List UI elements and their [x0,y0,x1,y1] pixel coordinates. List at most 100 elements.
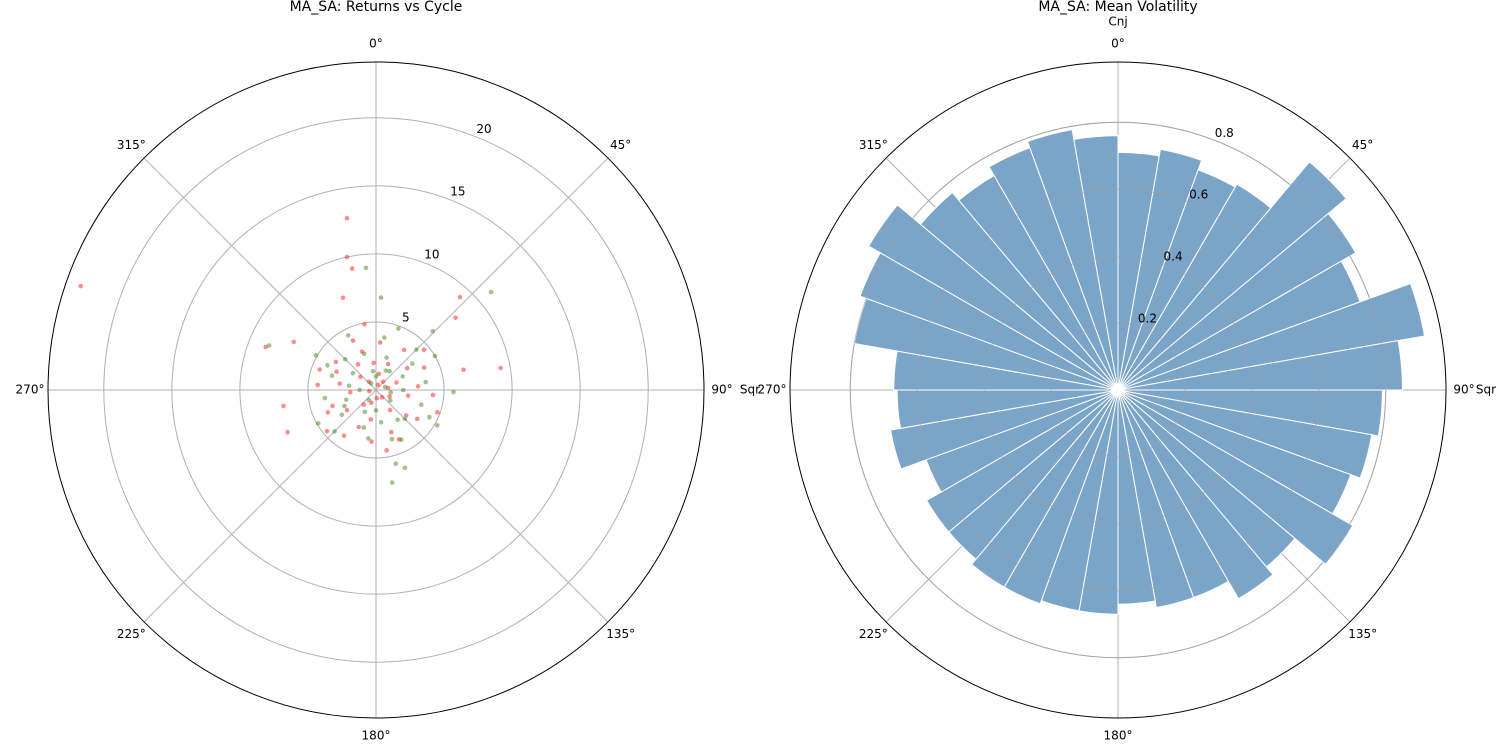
scatter-point [396,437,402,442]
scatter-point [317,367,323,372]
scatter-point [403,413,409,418]
scatter-point [457,294,463,300]
scatter-point [78,283,84,289]
angular-tick-label: 225° [117,627,146,641]
scatter-point [373,374,379,379]
angular-tick-label: 180° [362,729,391,743]
scatter-point [395,417,400,423]
scatter-point [285,429,290,435]
scatter-point [451,389,456,395]
scatter-point [388,398,393,403]
scatter-point [384,448,389,453]
scatter-point [368,417,374,422]
scatter-point [345,333,351,338]
scatter-point [396,326,401,331]
scatter-point [421,365,427,370]
scatter-point [355,362,361,367]
scatter-point [382,384,388,390]
bar [971,389,1119,588]
scatter-point [362,322,367,327]
scatter-point [430,392,436,398]
scatter-point [366,388,372,394]
scatter-point [361,402,367,407]
scatter-point [415,384,421,389]
scatter-point [281,403,286,409]
scatter-point [488,289,494,295]
scatter-point [332,429,337,434]
scatter-point [430,328,436,334]
bar [1073,135,1119,391]
scatter-point [343,397,349,402]
scatter-point [361,425,367,430]
scatter-point [410,361,415,366]
scatter-point [266,343,272,348]
scatter-point [419,402,424,408]
scatter-point [389,480,395,485]
scatter-point [349,266,355,271]
scatter-point [401,347,407,353]
bar [1026,129,1119,391]
scatter-point [385,385,391,391]
radial-grid-line [849,121,1387,659]
scatter-point [387,368,392,374]
scatter-point [402,416,408,422]
scatter-point [357,387,362,393]
scatter-point [366,436,371,441]
scatter-point [400,387,406,393]
scatter-point [350,370,356,376]
bar [1117,389,1274,600]
scatter-point [377,340,383,345]
scatter-point [384,355,389,360]
scatter-point [378,419,384,425]
radial-tick-label: 0.6 [1189,188,1208,202]
angular-tick-label: 135° [606,627,635,641]
scatter-point [379,394,385,400]
bar [926,389,1119,533]
angular-tick-label: 225° [859,627,888,641]
scatter-point [356,424,362,430]
bar [1117,161,1347,391]
radial-tick-label: 15 [450,185,465,199]
angular-tick-label: 45° [1352,138,1373,152]
scatter-point [344,407,350,413]
scatter-point [337,381,343,386]
angular-tick-label: 0° [369,37,383,51]
scatter-point [350,338,356,343]
angular-tick-label: 315° [117,138,146,152]
angular-grid-line [143,389,377,623]
scatter-point [435,410,440,415]
scatter-point [399,437,404,443]
scatter-point [340,295,346,301]
bar [919,191,1119,391]
scatter-point [405,393,411,398]
angular-tick-label: 270° [758,383,787,397]
scatter-point [498,365,503,371]
scatter-point [324,428,330,434]
scatter-point [414,416,420,422]
scatter-point [370,368,376,374]
scatter-point [368,381,374,386]
bar [1117,389,1195,609]
scatter-point [375,382,381,388]
angular-tick-label: 270° [16,383,45,397]
chart-title: MA_SA: Mean Volatility [1038,0,1197,15]
bar [1117,340,1403,391]
scatter-point [325,362,330,368]
bar [1117,148,1203,391]
scatter-point [342,356,348,362]
scatter-point [362,409,368,415]
scatter-point [434,423,440,428]
scatter-point [315,421,321,426]
scatter-point [404,365,410,371]
angular-grid-line [143,157,377,391]
scatter-point [421,347,427,353]
scatter-point [344,215,350,221]
polar-frame [789,61,1447,719]
scatter-point [339,412,345,418]
angular-tick-label: 135° [1348,627,1377,641]
scatter-point [334,369,339,374]
scatter-point [383,368,389,373]
scatter-point [358,374,363,380]
radial-tick-label: 5 [402,310,410,324]
